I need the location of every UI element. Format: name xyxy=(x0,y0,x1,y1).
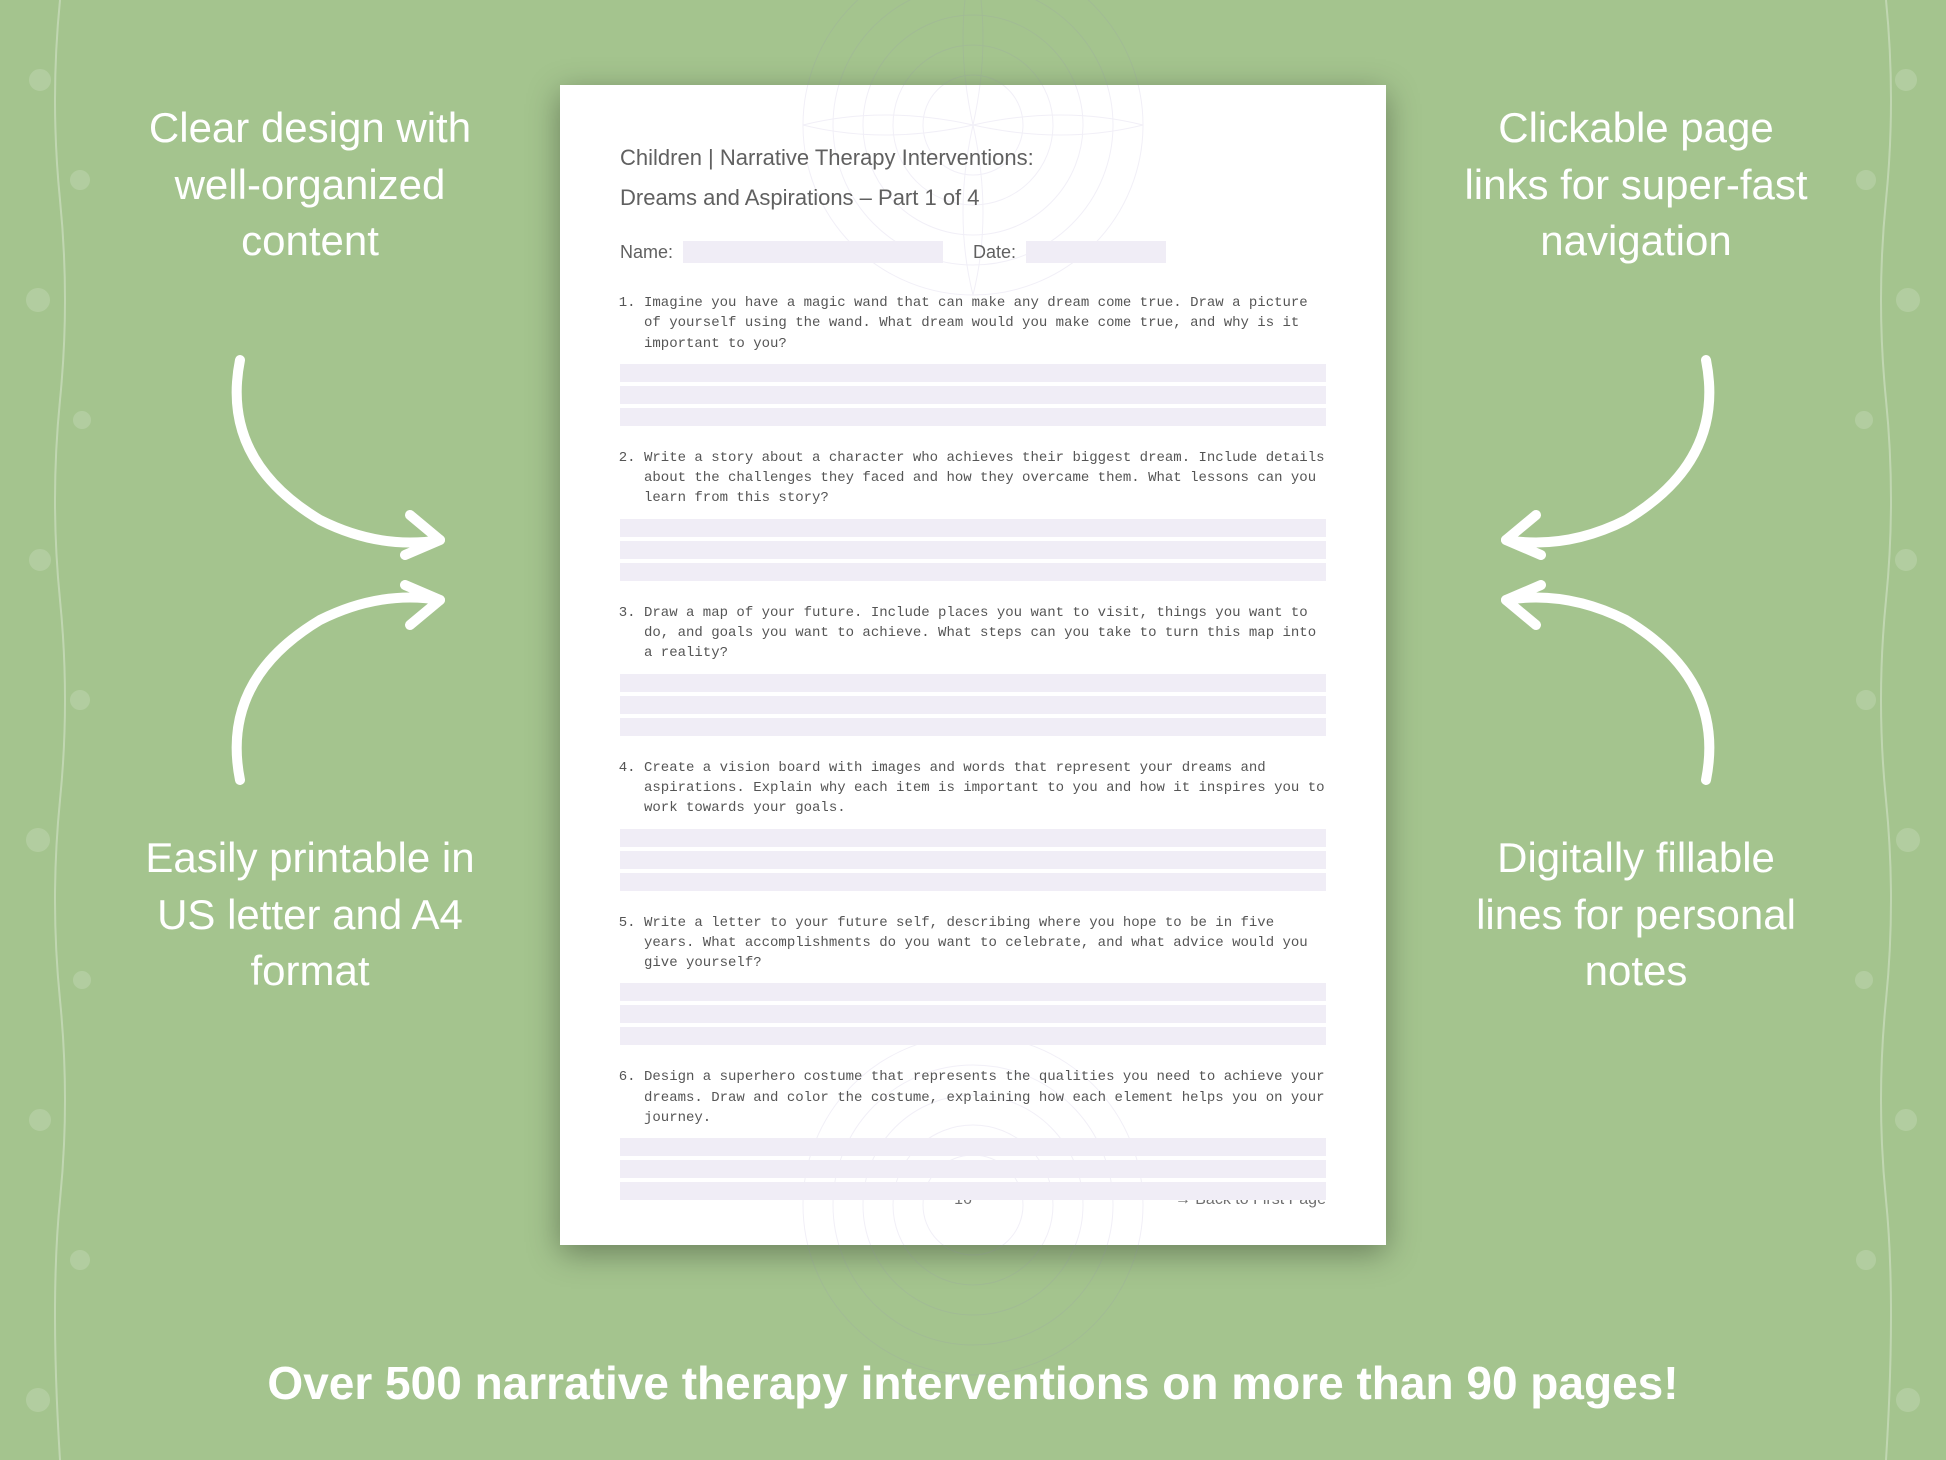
answer-line[interactable] xyxy=(620,873,1326,891)
answer-line[interactable] xyxy=(620,1005,1326,1023)
date-label: Date: xyxy=(973,242,1016,263)
answer-line[interactable] xyxy=(620,563,1326,581)
question-item: Write a story about a character who achi… xyxy=(644,448,1326,581)
answer-lines xyxy=(620,674,1326,736)
callout-bottom-right: Digitally fillable lines for personal no… xyxy=(1456,830,1816,1000)
name-label: Name: xyxy=(620,242,673,263)
vine-decoration-left xyxy=(0,0,120,1460)
vine-decoration-right xyxy=(1826,0,1946,1460)
arrow-bottom-right xyxy=(1486,580,1746,800)
callout-top-left: Clear design with well-organized content xyxy=(130,100,490,270)
answer-lines xyxy=(620,829,1326,891)
answer-line[interactable] xyxy=(620,1138,1326,1156)
name-field: Name: xyxy=(620,241,943,263)
answer-line[interactable] xyxy=(620,851,1326,869)
answer-line[interactable] xyxy=(620,1160,1326,1178)
promo-footer-text: Over 500 narrative therapy interventions… xyxy=(0,1356,1946,1410)
answer-line[interactable] xyxy=(620,696,1326,714)
answer-line[interactable] xyxy=(620,1182,1326,1200)
date-field: Date: xyxy=(973,241,1166,263)
answer-lines xyxy=(620,364,1326,426)
answer-line[interactable] xyxy=(620,408,1326,426)
page-subtitle: Dreams and Aspirations – Part 1 of 4 xyxy=(620,185,1326,211)
arrow-top-left xyxy=(200,340,460,560)
answer-line[interactable] xyxy=(620,1027,1326,1045)
question-item: Design a superhero costume that represen… xyxy=(644,1067,1326,1200)
question-text: Design a superhero costume that represen… xyxy=(644,1067,1326,1128)
question-text: Create a vision board with images and wo… xyxy=(644,758,1326,819)
answer-line[interactable] xyxy=(620,983,1326,1001)
page-title: Children | Narrative Therapy Interventio… xyxy=(620,145,1326,171)
question-text: Write a letter to your future self, desc… xyxy=(644,913,1326,974)
answer-line[interactable] xyxy=(620,674,1326,692)
meta-row: Name: Date: xyxy=(620,241,1326,263)
question-item: Write a letter to your future self, desc… xyxy=(644,913,1326,1046)
question-text: Imagine you have a magic wand that can m… xyxy=(644,293,1326,354)
date-input[interactable] xyxy=(1026,241,1166,263)
answer-line[interactable] xyxy=(620,519,1326,537)
answer-line[interactable] xyxy=(620,718,1326,736)
name-input[interactable] xyxy=(683,241,943,263)
questions-list: Imagine you have a magic wand that can m… xyxy=(620,293,1326,1200)
question-item: Draw a map of your future. Include place… xyxy=(644,603,1326,736)
answer-lines xyxy=(620,519,1326,581)
question-item: Create a vision board with images and wo… xyxy=(644,758,1326,891)
answer-lines xyxy=(620,983,1326,1045)
callout-top-right: Clickable page links for super-fast navi… xyxy=(1456,100,1816,270)
question-text: Draw a map of your future. Include place… xyxy=(644,603,1326,664)
arrow-bottom-left xyxy=(200,580,460,800)
answer-line[interactable] xyxy=(620,386,1326,404)
answer-lines xyxy=(620,1138,1326,1200)
answer-line[interactable] xyxy=(620,364,1326,382)
question-item: Imagine you have a magic wand that can m… xyxy=(644,293,1326,426)
callout-bottom-left: Easily printable in US letter and A4 for… xyxy=(130,830,490,1000)
worksheet-page: Children | Narrative Therapy Interventio… xyxy=(560,85,1386,1245)
answer-line[interactable] xyxy=(620,829,1326,847)
arrow-top-right xyxy=(1486,340,1746,560)
answer-line[interactable] xyxy=(620,541,1326,559)
question-text: Write a story about a character who achi… xyxy=(644,448,1326,509)
